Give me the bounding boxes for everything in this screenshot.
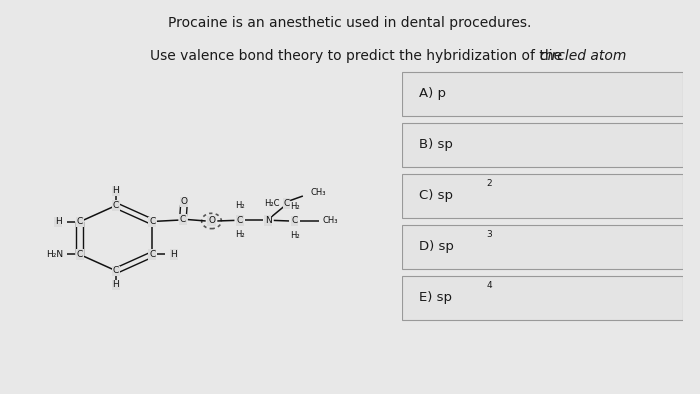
Text: C: C [113, 201, 119, 210]
Text: H: H [55, 217, 62, 226]
Text: Use valence bond theory to predict the hybridization of the: Use valence bond theory to predict the h… [150, 49, 567, 63]
Text: A) p: A) p [419, 87, 447, 100]
Text: C: C [76, 217, 83, 226]
Text: H₂C: H₂C [265, 199, 280, 208]
FancyBboxPatch shape [402, 174, 682, 217]
Text: 4: 4 [486, 281, 492, 290]
Text: E) sp: E) sp [419, 291, 452, 304]
Text: Procaine is an anesthetic used in dental procedures.: Procaine is an anesthetic used in dental… [168, 16, 532, 30]
Text: circled atom: circled atom [540, 49, 626, 63]
Text: C: C [180, 215, 186, 224]
Text: H: H [113, 281, 119, 290]
Text: H₂: H₂ [290, 202, 300, 211]
FancyBboxPatch shape [402, 123, 682, 167]
Text: H₂: H₂ [290, 231, 300, 240]
FancyBboxPatch shape [402, 72, 682, 115]
Text: D) sp: D) sp [419, 240, 454, 253]
Text: O: O [208, 216, 215, 225]
Text: CH₃: CH₃ [323, 216, 338, 225]
Text: B) sp: B) sp [419, 138, 453, 151]
Text: H₂: H₂ [235, 230, 245, 239]
Text: C: C [284, 199, 290, 208]
FancyBboxPatch shape [402, 225, 682, 269]
Text: 3: 3 [486, 230, 492, 239]
Text: H₂N: H₂N [46, 250, 63, 259]
Text: CH₃: CH₃ [310, 188, 326, 197]
Text: C: C [113, 266, 119, 275]
Text: C: C [237, 216, 243, 225]
Text: C) sp: C) sp [419, 189, 454, 202]
Text: 2: 2 [486, 179, 492, 188]
Text: C: C [149, 250, 155, 259]
Text: C: C [291, 216, 298, 225]
Text: C: C [149, 217, 155, 226]
Text: O: O [181, 197, 188, 206]
Text: H₂: H₂ [235, 201, 245, 210]
FancyBboxPatch shape [402, 276, 682, 320]
Text: H: H [170, 250, 177, 259]
Text: H: H [113, 186, 119, 195]
Text: .: . [599, 49, 603, 63]
Text: C: C [76, 250, 83, 259]
Text: N: N [265, 216, 272, 225]
